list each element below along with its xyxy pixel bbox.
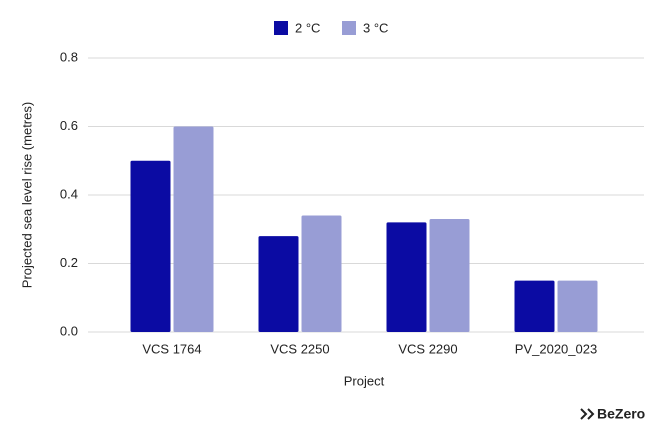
legend-swatch [342, 21, 356, 35]
bar [386, 222, 427, 332]
x-tick-label: VCS 1764 [142, 341, 201, 356]
bar [173, 126, 214, 332]
x-tick-label: VCS 2250 [270, 341, 329, 356]
y-tick-label: 0.6 [60, 118, 78, 133]
bar [258, 236, 299, 332]
bar [429, 218, 470, 332]
x-axis-title: Project [344, 373, 385, 388]
x-tick-label: PV_2020_023 [515, 341, 597, 356]
y-tick-label: 0.0 [60, 323, 78, 338]
bar [557, 280, 598, 332]
bar [301, 215, 342, 332]
y-tick-label: 0.4 [60, 186, 78, 201]
x-tick-label: VCS 2290 [398, 341, 457, 356]
brand-icon [580, 408, 595, 420]
legend-label: 2 °C [295, 20, 320, 35]
y-axis-title: Projected sea level rise (metres) [19, 102, 34, 288]
bar [130, 160, 171, 332]
y-tick-label: 0.2 [60, 255, 78, 270]
legend-swatch [274, 21, 288, 35]
bar [514, 280, 555, 332]
legend-label: 3 °C [363, 20, 388, 35]
brand-logo: BeZero [597, 406, 645, 422]
y-tick-label: 0.8 [60, 49, 78, 64]
